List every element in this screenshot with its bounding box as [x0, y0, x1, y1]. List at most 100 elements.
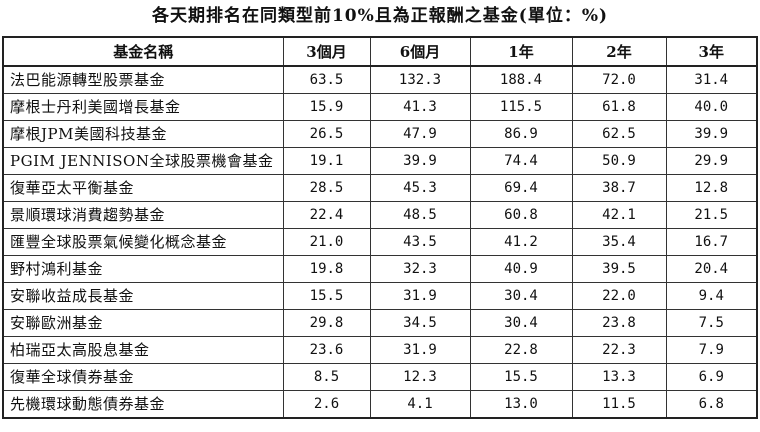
return-3-year-cell: 39.9 — [665, 120, 758, 148]
return-6-month-cell: 45.3 — [369, 174, 471, 202]
return-6-month-cell: 31.9 — [369, 336, 471, 364]
table-row: 先機環球動態債券基金 2.6 4.1 13.0 11.5 6.8 — [2, 390, 758, 419]
table-header: 基金名稱 3個月 6個月 1年 2年 3年 — [2, 36, 758, 67]
return-3-year-cell: 31.4 — [665, 65, 758, 94]
fund-name-cell: 復華亞太平衡基金 — [2, 174, 284, 202]
return-1-year-cell: 22.8 — [469, 336, 573, 364]
return-1-year-cell: 30.4 — [469, 309, 573, 337]
return-3-month-cell: 28.5 — [282, 174, 371, 202]
return-3-month-cell: 15.5 — [282, 282, 371, 310]
return-3-year-cell: 12.8 — [665, 174, 758, 202]
return-2-year-cell: 35.4 — [571, 228, 667, 256]
fund-name-cell: PGIM JENNISON全球股票機會基金 — [2, 147, 284, 175]
return-2-year-cell: 13.3 — [571, 363, 667, 391]
return-1-year-cell: 74.4 — [469, 147, 573, 175]
fund-name-cell: 復華全球債券基金 — [2, 363, 284, 391]
table-body: 法巴能源轉型股票基金 63.5 132.3 188.4 72.0 31.4 摩根士丹利美國增… — [2, 65, 758, 419]
table-row: 復華全球債券基金 8.5 12.3 15.5 13.3 6.9 — [2, 363, 758, 391]
return-6-month-cell: 43.5 — [369, 228, 471, 256]
return-6-month-cell: 12.3 — [369, 363, 471, 391]
return-3-month-cell: 19.1 — [282, 147, 371, 175]
return-6-month-cell: 34.5 — [369, 309, 471, 337]
fund-name-cell: 摩根士丹利美國增長基金 — [2, 93, 284, 121]
return-3-month-cell: 23.6 — [282, 336, 371, 364]
table-row: 安聯歐洲基金 29.8 34.5 30.4 23.8 7.5 — [2, 309, 758, 337]
return-3-month-cell: 21.0 — [282, 228, 371, 256]
table-row: PGIM JENNISON全球股票機會基金 19.1 39.9 74.4 50.9 29.… — [2, 147, 758, 175]
fund-name-cell: 匯豐全球股票氣候變化概念基金 — [2, 228, 284, 256]
return-1-year-cell: 40.9 — [469, 255, 573, 283]
header-3-month: 3個月 — [282, 36, 371, 67]
return-1-year-cell: 188.4 — [469, 65, 573, 94]
return-6-month-cell: 4.1 — [369, 390, 471, 419]
fund-name-cell: 安聯歐洲基金 — [2, 309, 284, 337]
header-6-month: 6個月 — [369, 36, 471, 67]
return-1-year-cell: 69.4 — [469, 174, 573, 202]
table-row: 安聯收益成長基金 15.5 31.9 30.4 22.0 9.4 — [2, 282, 758, 310]
return-2-year-cell: 50.9 — [571, 147, 667, 175]
return-1-year-cell: 30.4 — [469, 282, 573, 310]
header-1-year: 1年 — [469, 36, 573, 67]
return-3-year-cell: 40.0 — [665, 93, 758, 121]
return-2-year-cell: 61.8 — [571, 93, 667, 121]
table-row: 法巴能源轉型股票基金 63.5 132.3 188.4 72.0 31.4 — [2, 65, 758, 94]
return-3-year-cell: 6.9 — [665, 363, 758, 391]
return-2-year-cell: 62.5 — [571, 120, 667, 148]
return-6-month-cell: 31.9 — [369, 282, 471, 310]
return-2-year-cell: 22.0 — [571, 282, 667, 310]
return-6-month-cell: 48.5 — [369, 201, 471, 229]
table-row: 摩根JPM美國科技基金 26.5 47.9 86.9 62.5 39.9 — [2, 120, 758, 148]
return-3-year-cell: 9.4 — [665, 282, 758, 310]
return-3-year-cell: 16.7 — [665, 228, 758, 256]
return-3-month-cell: 63.5 — [282, 65, 371, 94]
table-row: 柏瑞亞太高股息基金 23.6 31.9 22.8 22.3 7.9 — [2, 336, 758, 364]
header-row: 基金名稱 3個月 6個月 1年 2年 3年 — [2, 36, 758, 67]
return-1-year-cell: 15.5 — [469, 363, 573, 391]
table-row: 景順環球消費趨勢基金 22.4 48.5 60.8 42.1 21.5 — [2, 201, 758, 229]
return-6-month-cell: 47.9 — [369, 120, 471, 148]
return-3-year-cell: 7.9 — [665, 336, 758, 364]
fund-name-cell: 安聯收益成長基金 — [2, 282, 284, 310]
return-3-year-cell: 21.5 — [665, 201, 758, 229]
return-1-year-cell: 115.5 — [469, 93, 573, 121]
return-6-month-cell: 39.9 — [369, 147, 471, 175]
return-6-month-cell: 132.3 — [369, 65, 471, 94]
header-fund-name: 基金名稱 — [2, 36, 284, 67]
return-6-month-cell: 32.3 — [369, 255, 471, 283]
return-2-year-cell: 23.8 — [571, 309, 667, 337]
return-1-year-cell: 60.8 — [469, 201, 573, 229]
return-2-year-cell: 22.3 — [571, 336, 667, 364]
table-row: 摩根士丹利美國增長基金 15.9 41.3 115.5 61.8 40.0 — [2, 93, 758, 121]
header-3-year: 3年 — [665, 36, 758, 67]
return-3-month-cell: 29.8 — [282, 309, 371, 337]
table-row: 野村鴻利基金 19.8 32.3 40.9 39.5 20.4 — [2, 255, 758, 283]
return-3-month-cell: 2.6 — [282, 390, 371, 419]
fund-name-cell: 野村鴻利基金 — [2, 255, 284, 283]
return-3-year-cell: 6.8 — [665, 390, 758, 419]
return-3-year-cell: 7.5 — [665, 309, 758, 337]
return-1-year-cell: 86.9 — [469, 120, 573, 148]
return-2-year-cell: 72.0 — [571, 65, 667, 94]
return-1-year-cell: 13.0 — [469, 390, 573, 419]
header-2-year: 2年 — [571, 36, 667, 67]
return-3-month-cell: 19.8 — [282, 255, 371, 283]
fund-ranking-table: 基金名稱 3個月 6個月 1年 2年 3年 法巴能源轉型股票基金 63.5 132.… — [2, 36, 758, 419]
fund-name-cell: 柏瑞亞太高股息基金 — [2, 336, 284, 364]
return-3-year-cell: 29.9 — [665, 147, 758, 175]
return-6-month-cell: 41.3 — [369, 93, 471, 121]
return-2-year-cell: 11.5 — [571, 390, 667, 419]
return-2-year-cell: 38.7 — [571, 174, 667, 202]
return-3-month-cell: 8.5 — [282, 363, 371, 391]
return-1-year-cell: 41.2 — [469, 228, 573, 256]
return-3-month-cell: 26.5 — [282, 120, 371, 148]
fund-name-cell: 摩根JPM美國科技基金 — [2, 120, 284, 148]
fund-name-cell: 景順環球消費趨勢基金 — [2, 201, 284, 229]
fund-name-cell: 先機環球動態債券基金 — [2, 390, 284, 419]
return-2-year-cell: 42.1 — [571, 201, 667, 229]
return-3-year-cell: 20.4 — [665, 255, 758, 283]
table-title: 各天期排名在同類型前10%且為正報酬之基金(單位：%) — [151, 6, 609, 26]
table-row: 匯豐全球股票氣候變化概念基金 21.0 43.5 41.2 35.4 16.7 — [2, 228, 758, 256]
fund-name-cell: 法巴能源轉型股票基金 — [2, 65, 284, 94]
return-3-month-cell: 22.4 — [282, 201, 371, 229]
